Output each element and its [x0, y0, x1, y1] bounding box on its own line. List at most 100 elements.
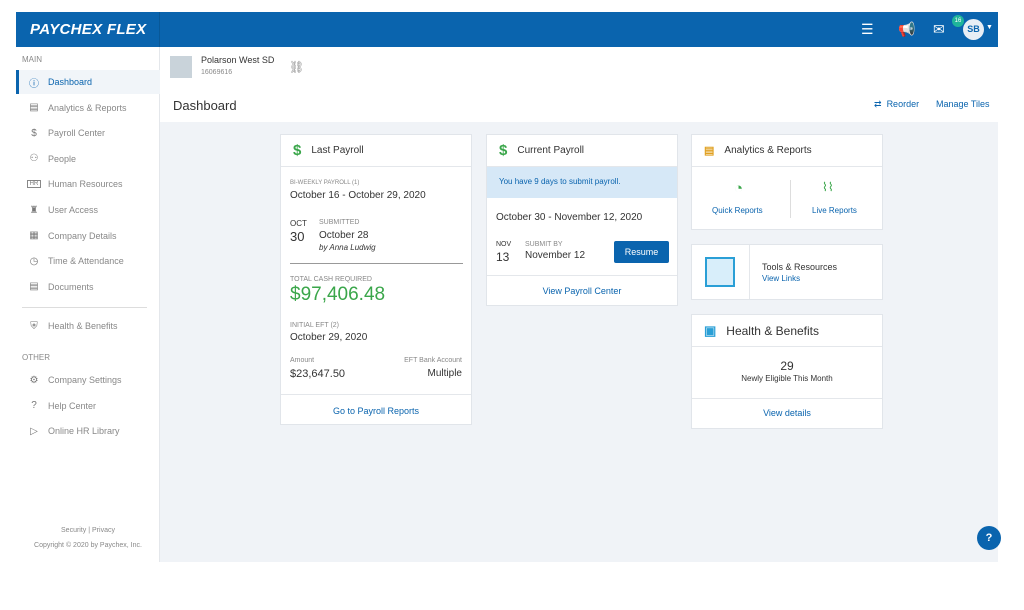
copyright: Copyright © 2020 by Paychex, Inc. — [34, 542, 142, 549]
cash-label: TOTAL CASH REQUIRED — [290, 276, 372, 283]
logo[interactable]: PAYCHEX FLEX — [30, 21, 147, 38]
cash-value: $97,406.48 — [290, 284, 386, 305]
notice-banner: You have 9 days to submit payroll. — [487, 167, 677, 198]
sidebar-item-label: Human Resources — [48, 179, 123, 190]
sidebar-item-label: People — [48, 153, 77, 164]
check-month: OCT — [290, 219, 307, 228]
sidebar-item-label: Company Details — [48, 230, 117, 241]
clock-icon: ◷ — [29, 255, 39, 267]
quick-reports-link[interactable]: Quick Reports — [712, 206, 763, 215]
directory-icon[interactable]: ☰ — [861, 21, 874, 37]
medical-folder-icon: ▣ — [704, 322, 717, 338]
pie-chart-icon[interactable]: ◔ — [734, 180, 744, 197]
manage-tiles-button[interactable]: Manage Tiles — [936, 99, 990, 109]
avatar[interactable]: SB — [963, 19, 984, 40]
view-details-link[interactable]: View details — [763, 408, 811, 418]
company-id: 16069616 — [201, 69, 233, 76]
divider — [159, 12, 160, 47]
megaphone-icon[interactable]: 📢 — [898, 21, 916, 37]
dollar-icon: $ — [31, 127, 37, 139]
sidebar-item-label: User Access — [48, 205, 99, 215]
divider — [22, 307, 147, 308]
sidebar-item-dashboard[interactable]: ⓘ Dashboard — [16, 70, 160, 94]
check-day: 13 — [496, 250, 510, 264]
sidebar-item-online-hr-library[interactable]: ▷ Online HR Library — [16, 419, 160, 443]
sidebar-item-user-access[interactable]: ♜ User Access — [16, 198, 160, 222]
sidebar-item-people[interactable]: ⚇ People — [16, 147, 160, 171]
reorder-icon: ⇄ — [874, 99, 882, 109]
reports-icon: ▤ — [704, 145, 715, 157]
submitted-date: October 28 — [319, 230, 369, 241]
sidebar-item-payroll-center[interactable]: $ Payroll Center — [16, 121, 160, 145]
sidebar-item-label: Documents — [48, 281, 94, 292]
inbox-icon[interactable]: ✉ — [933, 21, 945, 37]
payroll-center-link[interactable]: View Payroll Center — [542, 286, 622, 296]
sidebar-item-label: Time & Attendance — [48, 256, 124, 267]
sidebar-item-company-settings[interactable]: ⚙ Company Settings — [16, 368, 160, 392]
sidebar-item-label: Online HR Library — [48, 426, 120, 437]
building-icon: ▦ — [29, 230, 39, 242]
resume-button[interactable]: Resume — [614, 241, 669, 263]
status: SUBMITTED — [319, 219, 360, 226]
page-title: Dashboard — [173, 98, 237, 113]
eft-label: INITIAL EFT (2) — [290, 322, 340, 329]
sidebar-item-company-details[interactable]: ▦ Company Details — [16, 224, 160, 248]
sidebar-item-help-center[interactable]: ? Help Center — [16, 394, 160, 418]
sidebar-item-analytics-reports[interactable]: ▤ Analytics & Reports — [16, 96, 160, 120]
document-icon: ▤ — [29, 281, 39, 293]
card-title: Analytics & Reports — [724, 145, 812, 156]
company-image — [170, 56, 192, 78]
payroll-reports-link[interactable]: Go to Payroll Reports — [332, 406, 420, 416]
company-name[interactable]: Polarson West SD — [201, 55, 275, 65]
eligible-count: 29 — [780, 359, 794, 373]
sidebar-item-human-resources[interactable]: HR Human Resources — [16, 172, 160, 196]
check-month: NOV — [496, 241, 512, 248]
reorder-label: Reorder — [886, 99, 920, 109]
submit-date: November 12 — [525, 250, 586, 261]
payroll-period: October 30 - November 12, 2020 — [496, 212, 643, 223]
payroll-period: October 16 - October 29, 2020 — [290, 190, 426, 201]
sidebar-item-documents[interactable]: ▤ Documents — [16, 275, 160, 299]
help-icon: ? — [31, 400, 37, 412]
reorder-button[interactable]: ⇄ Reorder — [874, 99, 919, 110]
amount-value: $23,647.50 — [290, 368, 346, 380]
sidebar-item-label: Company Settings — [48, 375, 122, 385]
dashboard-icon: ⓘ — [29, 78, 39, 90]
gear-icon: ⚙ — [29, 374, 39, 386]
link-icon[interactable]: ⛓ — [289, 60, 305, 74]
sidebar-item-label: Dashboard — [48, 77, 93, 87]
health-card: ▣ Health & Benefits 29 Newly Eligible Thi… — [691, 314, 883, 429]
live-reports-link[interactable]: Live Reports — [812, 206, 857, 215]
submitted-by: by Anna Ludwig — [319, 243, 376, 252]
amount-label: Amount — [290, 357, 315, 364]
analytics-card: ▤ Analytics & Reports ◔ Quick Reports ⌇⌇ … — [691, 134, 883, 230]
sidebar-item-time-attendance[interactable]: ◷ Time & Attendance — [16, 249, 160, 273]
chevron-down-icon[interactable]: ▼ — [986, 24, 993, 31]
top-bar: PAYCHEX FLEX ☰ 📢 ✉ 16 SB ▼ — [16, 12, 998, 47]
line-chart-icon[interactable]: ⌇⌇ — [822, 180, 834, 194]
sidebar-item-label: Help Center — [48, 400, 97, 411]
card-title: Health & Benefits — [726, 323, 820, 338]
shield-icon: ⛨ — [30, 320, 38, 332]
sidebar-item-label: Health & Benefits — [48, 321, 118, 331]
hr-icon: HR — [27, 180, 41, 189]
tools-card: Tools & Resources View Links — [691, 244, 883, 300]
card-title: Current Payroll — [517, 145, 585, 156]
eligible-desc: Newly Eligible This Month — [741, 374, 833, 383]
inbox-badge: 16 — [952, 15, 964, 27]
book-icon — [705, 257, 735, 287]
footer-links[interactable]: Security | Privacy — [61, 527, 115, 534]
sidebar: MAIN ⓘ Dashboard ▤ Analytics & Reports $ Payr… — [16, 47, 160, 562]
help-button[interactable]: ? — [977, 526, 1001, 550]
sidebar-item-label: Payroll Center — [48, 128, 106, 139]
dollar-icon: $ — [293, 142, 302, 159]
section-label: MAIN — [22, 55, 42, 64]
card-title: Last Payroll — [311, 145, 364, 156]
section-label: OTHER — [22, 353, 50, 362]
sidebar-item-health-benefits[interactable]: ⛨ Health & Benefits — [16, 314, 160, 338]
reports-icon: ▤ — [29, 102, 39, 114]
view-links[interactable]: View Links — [762, 274, 801, 283]
submit-label: SUBMIT BY — [525, 241, 563, 248]
user-access-icon: ♜ — [29, 204, 39, 216]
current-payroll-card: $ Current Payroll You have 9 days to subm… — [486, 134, 678, 306]
